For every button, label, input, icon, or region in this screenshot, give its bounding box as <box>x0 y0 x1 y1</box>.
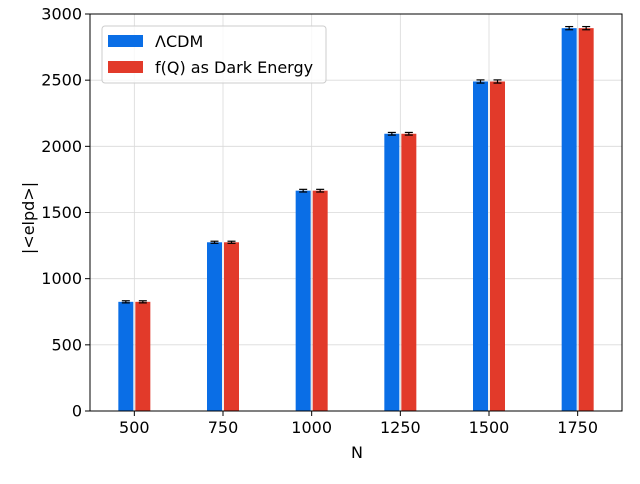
legend-frame <box>101 25 327 84</box>
legend-label-fq-dark-energy: f(Q) as Dark Energy <box>155 58 313 77</box>
x-tick-label: 1750 <box>557 418 598 437</box>
y-tick-label: 0 <box>72 402 82 421</box>
bar <box>135 301 151 411</box>
y-tick-label: 3000 <box>41 5 82 24</box>
bar <box>561 28 577 411</box>
bar <box>490 81 505 412</box>
legend-swatch-lcdm <box>108 35 143 47</box>
bar <box>473 81 488 412</box>
bar <box>224 242 239 411</box>
y-tick-label: 500 <box>51 335 82 354</box>
y-axis-label: |<elpd>| <box>19 182 38 254</box>
bar <box>578 28 594 411</box>
bar <box>118 301 134 411</box>
bars-group <box>118 25 594 412</box>
x-axis-ticks: 500 750 1000 1250 1500 1750 <box>119 411 598 437</box>
legend-label-lcdm: ΛCDM <box>155 32 203 51</box>
x-tick-label: 1000 <box>291 418 332 437</box>
y-tick-label: 1500 <box>41 203 82 222</box>
bar <box>384 133 400 412</box>
bar <box>295 190 311 411</box>
x-tick-label: 1500 <box>469 418 510 437</box>
bar <box>401 133 417 412</box>
y-tick-label: 1000 <box>41 269 82 288</box>
bar <box>207 242 222 411</box>
y-axis-ticks: 0 500 1000 1500 2000 2500 3000 <box>41 5 90 421</box>
y-tick-label: 2000 <box>41 137 82 156</box>
y-tick-label: 2500 <box>41 71 82 90</box>
x-axis-label: N <box>351 443 363 462</box>
bar <box>312 190 328 411</box>
legend: ΛCDM f(Q) as Dark Energy <box>101 25 327 84</box>
x-tick-label: 500 <box>119 418 150 437</box>
x-tick-label: 750 <box>208 418 239 437</box>
legend-swatch-fq-dark-energy <box>108 61 143 73</box>
x-tick-label: 1250 <box>380 418 421 437</box>
